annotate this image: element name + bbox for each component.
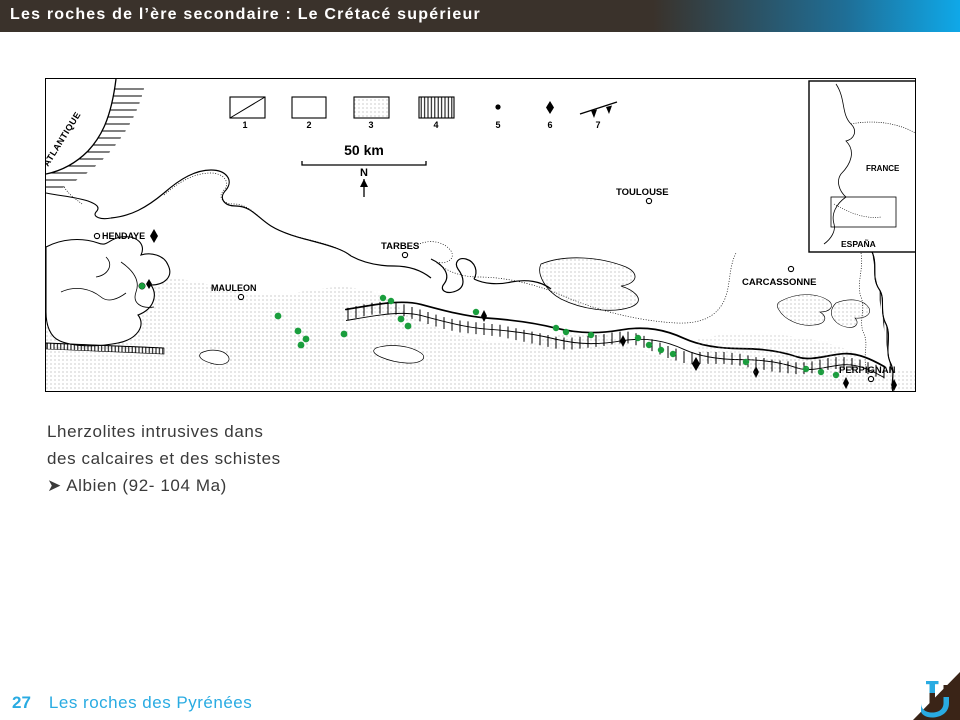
svg-text:2: 2 [306,120,311,130]
svg-text:FRANCE: FRANCE [866,164,900,173]
svg-text:5: 5 [495,120,500,130]
svg-text:ATLANTIQUE: ATLANTIQUE [46,110,83,168]
svg-text:TARBES: TARBES [381,241,419,252]
svg-text:4: 4 [433,120,438,130]
svg-text:7: 7 [595,120,600,130]
svg-text:HENDAYE: HENDAYE [102,231,145,241]
svg-text:6: 6 [547,120,552,130]
svg-text:N: N [360,167,368,179]
svg-text:ESPAÑA: ESPAÑA [841,239,876,249]
svg-text:TOULOUSE: TOULOUSE [616,187,669,198]
svg-text:50 km: 50 km [344,142,384,158]
svg-text:CARCASSONNE: CARCASSONNE [742,277,816,288]
svg-text:1: 1 [242,120,247,130]
svg-text:MAULEON: MAULEON [211,283,257,293]
svg-text:3: 3 [368,120,373,130]
